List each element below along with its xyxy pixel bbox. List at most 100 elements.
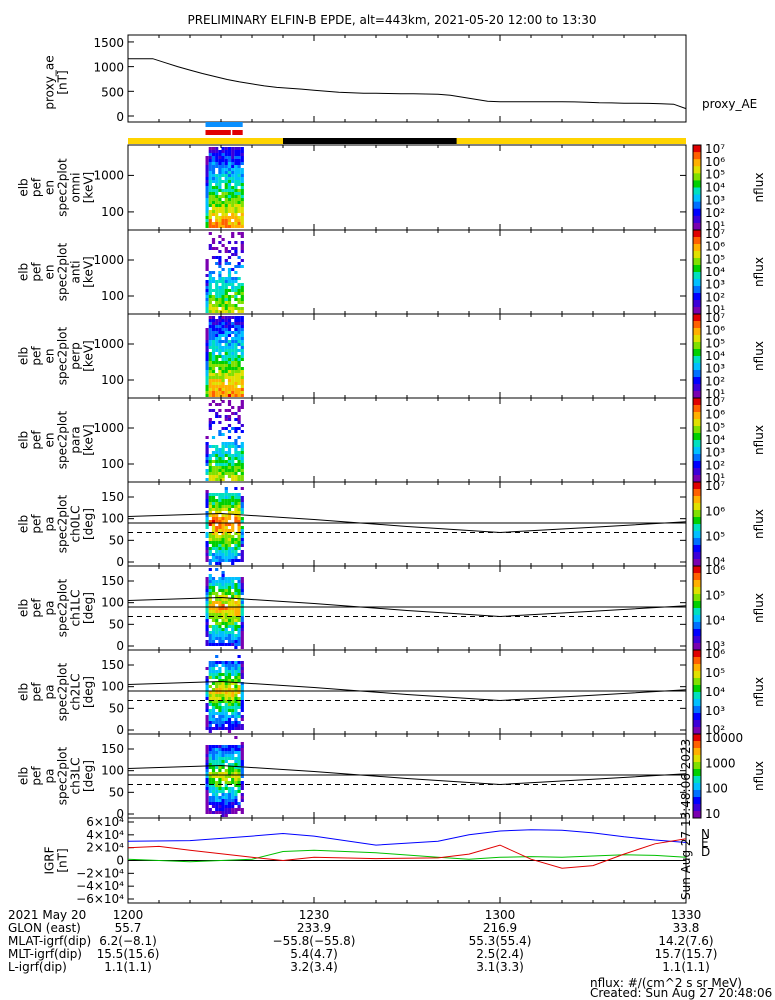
ch0-pixel (215, 562, 219, 565)
ch3-pixel (215, 757, 219, 760)
ch1-pixel (221, 622, 225, 625)
omni-pixel (237, 147, 241, 150)
ch3-pixel (224, 793, 228, 796)
ch0-pixel (211, 523, 216, 526)
ch0-pixel (231, 499, 235, 502)
omni-pixel (205, 207, 209, 210)
ch0-pixel (211, 529, 216, 532)
ch2-pixel (227, 730, 232, 733)
para-pixel (231, 478, 235, 481)
omni-pixel (224, 156, 228, 159)
perp-pixel (218, 361, 222, 364)
ch3-pixel (218, 757, 222, 760)
omni-pixel (211, 210, 216, 213)
ch1-pixel (215, 619, 219, 622)
perp-pixel (240, 346, 244, 349)
perp-pixel (231, 367, 235, 370)
ch2-pixel (205, 676, 209, 679)
ch1-pixel (224, 631, 228, 634)
omni-pixel (231, 207, 235, 210)
perp-pixel (234, 394, 238, 397)
perp-pixel (237, 379, 241, 382)
ch3-pixel (227, 802, 232, 805)
igrf-ytick-label: 0 (116, 854, 124, 868)
omni-pixel (211, 174, 216, 177)
omni-pixel (215, 216, 219, 219)
ch0-pixel (211, 517, 216, 520)
para-pixel (227, 430, 232, 433)
perp-pixel (224, 340, 228, 343)
anti-pixel (240, 265, 244, 268)
ch2-pixel (211, 694, 216, 697)
ch2-pixel (211, 676, 216, 679)
omni-pixel (208, 222, 212, 225)
para-pixel (231, 475, 235, 478)
igrf-ytick-label: −4×10⁴ (76, 879, 124, 893)
ch3-pixel (218, 787, 222, 790)
perp-colorbar-label: 10¹ (705, 387, 725, 401)
omni-pixel (227, 183, 232, 186)
omni-pixel (237, 207, 241, 210)
perp-pixel (211, 364, 216, 367)
ch3-pixel (227, 757, 232, 760)
ch1-colorbar-step (693, 636, 701, 644)
perp-pixel (218, 325, 222, 328)
ch1-pixel (205, 628, 209, 631)
ch1-pixel (221, 574, 225, 577)
ch2-pixel (227, 721, 232, 724)
ch3-pixel (211, 790, 216, 793)
ch0-pixel (224, 541, 228, 544)
ch3-pixel (221, 799, 225, 802)
anti-pixel (221, 310, 225, 313)
omni-colorbar-label: 10⁵ (705, 168, 725, 182)
ch0-pixel (221, 553, 225, 556)
omni-pixel (205, 168, 209, 171)
anti-pixel (208, 298, 212, 301)
para-pixel (211, 454, 216, 457)
perp-pixel (240, 337, 244, 340)
anti-pixel (211, 298, 216, 301)
para-pixel (218, 448, 222, 451)
ch2-pixel (221, 691, 225, 694)
omni-colorbar-label: 10¹ (705, 219, 725, 233)
ch0-pixel (215, 559, 219, 562)
ch2-pixel (221, 694, 225, 697)
anti-pixel (205, 262, 209, 265)
ch2-pixel (234, 664, 238, 667)
anti-colorbar-step (693, 300, 701, 308)
ch1-pixel (227, 580, 232, 583)
ch0-pixel (218, 511, 222, 514)
anti-pixel (221, 244, 225, 247)
ch2-ylabel-1: pef (30, 682, 44, 702)
ch1-pixel (234, 583, 238, 586)
ch2-pixel (208, 685, 212, 688)
ch2-pixel (237, 670, 241, 673)
ch1-pixel (240, 643, 244, 646)
ch3-pixel (211, 778, 216, 781)
omni-ytick-label: 100 (101, 205, 124, 219)
ch2-pixel (224, 661, 228, 664)
perp-pixel (205, 364, 209, 367)
ch0-pixel (218, 559, 222, 562)
ch2-pixel (240, 676, 244, 679)
para-pixel (237, 421, 241, 424)
perp-pixel (227, 316, 232, 319)
para-pixel (224, 466, 228, 469)
perp-pixel (218, 340, 222, 343)
perp-pixel (221, 334, 225, 337)
ch2-pixel (224, 709, 228, 712)
omni-pixel (215, 210, 219, 213)
anti-pixel (227, 271, 232, 274)
omni-pixel (218, 156, 222, 159)
omni-pixel (208, 147, 212, 150)
ch3-pixel (231, 781, 235, 784)
ch0-loss-cone-line (127, 512, 687, 534)
ch3-pixel (205, 796, 209, 799)
para-pixel (221, 463, 225, 466)
para-pixel (218, 457, 222, 460)
ch2-pixel (234, 700, 238, 703)
footer-value: 216.9 (483, 921, 517, 935)
omni-pixel (224, 177, 228, 180)
footer-value: 5.4(4.7) (290, 947, 338, 961)
ch2-pixel (205, 685, 209, 688)
